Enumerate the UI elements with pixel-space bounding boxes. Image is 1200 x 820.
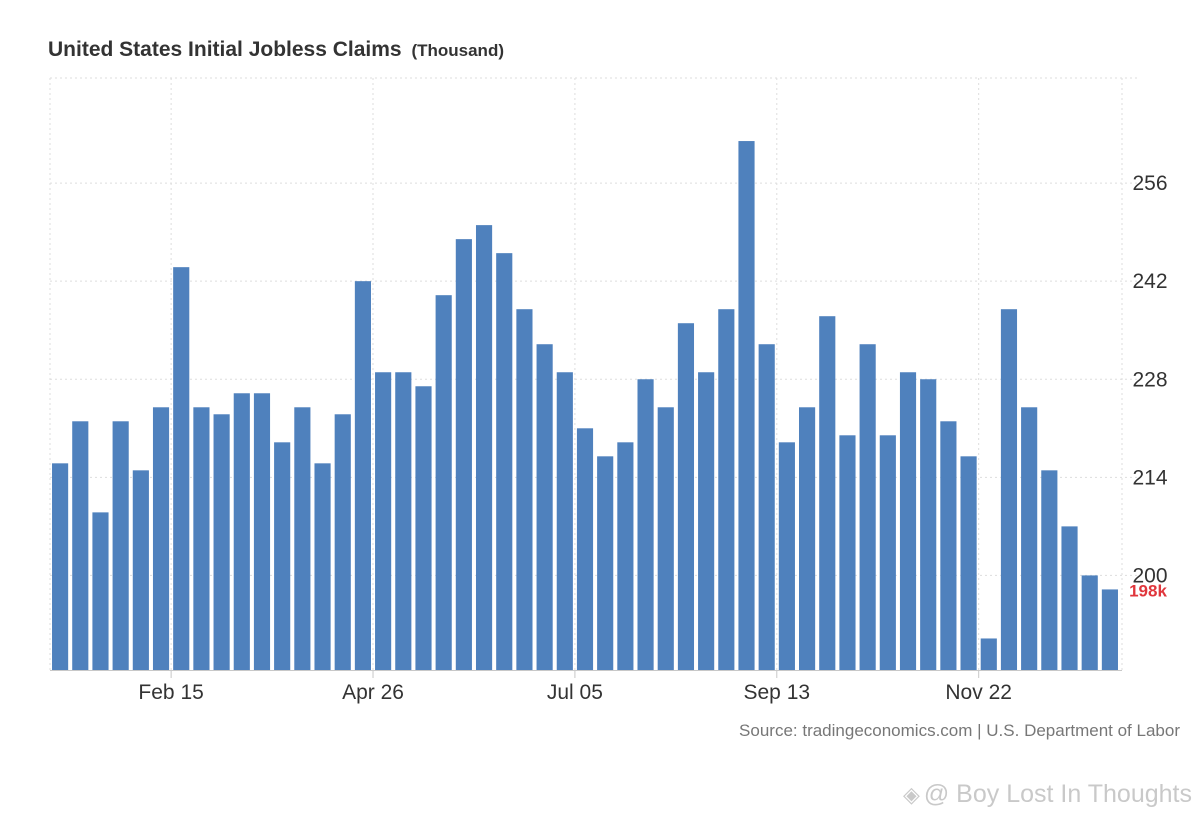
x-tick-label: Sep 13 [744,681,811,704]
y-tick-label: 242 [1132,270,1167,293]
bar [920,379,937,670]
bar [193,407,210,670]
bar [1041,470,1058,670]
bar [274,442,291,670]
bar [415,386,432,670]
bar [354,281,371,670]
bar [718,309,735,670]
bar [738,141,755,671]
bar [72,421,89,670]
bar [617,442,634,670]
last-value-label: 198k [1129,581,1167,600]
bar [839,435,856,670]
chart-title: United States Initial Jobless Claims (Th… [48,38,504,62]
y-tick-label: 214 [1132,466,1167,489]
bar [758,344,775,670]
bar [980,638,997,670]
bar [516,309,533,670]
watermark: ◈ @ Boy Lost In Thoughts [903,780,1192,809]
x-tick-label: Jul 05 [547,681,603,704]
bar [173,267,190,670]
bar-chart: 200 214 228 242 256 Feb 15 Apr 26 Jul 05 Sep 13 N… [49,77,1168,704]
bar [1000,309,1018,670]
x-tick-label: Nov 22 [945,681,1012,704]
y-tick-label: 200 [1132,564,1167,587]
bar [940,421,957,670]
bar [294,407,311,670]
bar [1061,526,1078,670]
bar [455,239,472,670]
bar [132,470,149,670]
bar [960,456,977,670]
bar [213,414,230,670]
bar [637,379,654,670]
bar [597,456,614,670]
chart-bars [52,141,1118,671]
bar [879,435,896,670]
bar [435,295,452,670]
bar [799,407,816,670]
bar [152,407,170,670]
bar [657,407,674,670]
bar [819,316,836,670]
bar [475,225,493,670]
bar [556,372,573,670]
bar [698,372,715,670]
y-tick-label: 228 [1132,368,1167,391]
bar [899,372,917,670]
chart-title-text: United States Initial Jobless Claims [48,38,402,61]
bar [859,344,876,670]
bar [52,463,69,670]
chart-labels: 200 214 228 242 256 Feb 15 Apr 26 Jul 05 Sep 13 N… [138,172,1167,704]
x-tick-label: Apr 26 [342,681,404,704]
x-tick-label: Feb 15 [138,681,203,704]
chart-axes [50,670,1122,678]
bar [496,253,513,670]
bar [1081,575,1098,670]
bar [395,372,412,670]
watermark-text: @ Boy Lost In Thoughts [923,780,1192,808]
bar [536,344,553,670]
bar [253,393,271,670]
bar [314,463,331,670]
watermark-logo-icon: ◈ [902,782,920,807]
bar [1101,589,1118,670]
source-note: Source: tradingeconomics.com | U.S. Depa… [739,721,1180,740]
bar [576,428,594,670]
bar [334,414,351,670]
chart-title-unit: (Thousand) [411,41,504,60]
bar [233,393,250,670]
bar [92,512,109,670]
bar [778,442,795,670]
chart-grid [49,77,1140,670]
y-tick-label: 256 [1132,172,1167,195]
bar [375,372,392,670]
bar [112,421,129,670]
bar [677,323,695,670]
bar [1021,407,1038,670]
